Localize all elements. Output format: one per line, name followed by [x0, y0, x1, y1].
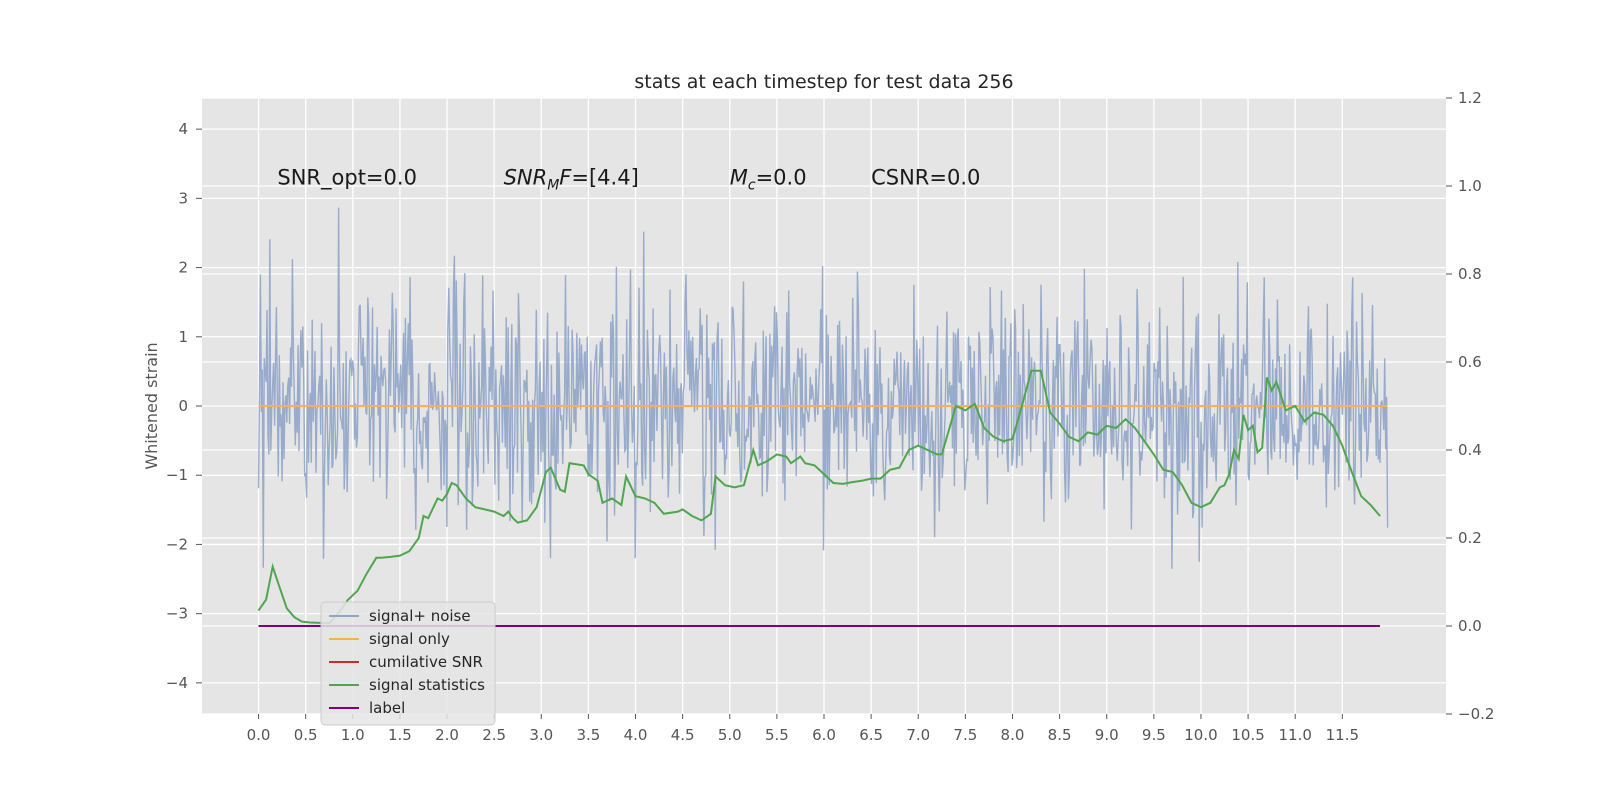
y-tick-label-left-7: −3: [166, 605, 188, 623]
y-tick-label-right-7: −0.2: [1458, 705, 1494, 723]
x-tick-label-19: 9.5: [1142, 726, 1166, 744]
y-tick-label-right-6: 0.0: [1458, 617, 1482, 635]
y-tick-label-left-3: 1: [178, 328, 188, 346]
annotation-csnr: CSNR=0.0: [871, 166, 980, 190]
x-tick-label-21: 10.5: [1231, 726, 1264, 744]
annotations: SNR_opt=0.0 SNRMF=[4.4] Mc=0.0 CSNR=0.0: [277, 166, 980, 194]
legend-box: [320, 601, 496, 726]
x-tick-label-5: 2.5: [482, 726, 506, 744]
x-tick-label-20: 10.0: [1184, 726, 1217, 744]
legend-label-3: signal statistics: [369, 676, 485, 694]
legend-label-1: signal only: [369, 630, 450, 648]
x-tick-label-12: 6.0: [812, 726, 836, 744]
x-tick-label-15: 7.5: [953, 726, 977, 744]
series-signal-plus-noise: [257, 207, 1389, 569]
x-tick-label-14: 7.0: [906, 726, 930, 744]
y-ticks-right: 1.2 1.0 0.8 0.6 0.4 0.2 0.0 −0.2: [1446, 89, 1494, 723]
y-ticks-left: 4 3 2 1 0 −1 −2 −3 −4: [166, 120, 202, 692]
x-tick-label-1: 0.5: [294, 726, 318, 744]
x-tick-label-7: 3.5: [576, 726, 600, 744]
y-tick-label-right-2: 0.8: [1458, 265, 1482, 283]
y-tick-label-left-4: 0: [178, 397, 188, 415]
x-tick-label-13: 6.5: [859, 726, 883, 744]
x-tick-label-23: 11.5: [1326, 726, 1359, 744]
annotation-snr-mf: SNRMF=[4.4]: [504, 166, 639, 194]
y-tick-label-right-5: 0.2: [1458, 529, 1482, 547]
y-tick-label-right-4: 0.4: [1458, 441, 1482, 459]
legend: signal+ noise signal only cumilative SNR si…: [320, 601, 496, 726]
x-tick-label-17: 8.5: [1048, 726, 1072, 744]
x-tick-label-11: 5.5: [765, 726, 789, 744]
x-tick-label-0: 0.0: [247, 726, 271, 744]
x-tick-label-16: 8.0: [1001, 726, 1025, 744]
y-tick-label-left-8: −4: [166, 674, 188, 692]
x-tick-label-6: 3.0: [529, 726, 553, 744]
y-axis-label: Whitened strain: [142, 342, 161, 469]
x-tick-label-3: 1.5: [388, 726, 412, 744]
y-tick-label-left-5: −1: [166, 466, 188, 484]
signal-plus-noise-line: [257, 207, 1389, 569]
y-tick-label-right-3: 0.6: [1458, 353, 1482, 371]
x-ticks: 0.0 0.5 1.0 1.5 2.0 2.5 3.0 3.5 4.0 4.5 5.0 5.5 6.0 6…: [247, 714, 1359, 744]
series-line-signal-statistics: [257, 369, 1381, 625]
y-tick-label-left-2: 2: [178, 259, 188, 277]
y-tick-label-left-1: 3: [178, 189, 188, 207]
legend-label-4: label: [369, 699, 405, 717]
chart-title: stats at each timestep for test data 256: [634, 71, 1013, 93]
x-tick-label-10: 5.0: [718, 726, 742, 744]
x-tick-label-9: 4.5: [671, 726, 695, 744]
x-tick-label-2: 1.0: [341, 726, 365, 744]
legend-label-2: cumilative SNR: [369, 653, 483, 671]
annotation-mc: Mc=0.0: [730, 166, 807, 194]
annotation-snr-opt: SNR_opt=0.0: [277, 166, 417, 191]
x-tick-label-8: 4.0: [624, 726, 648, 744]
y-tick-label-right-0: 1.2: [1458, 89, 1482, 107]
y-tick-label-left-0: 4: [178, 120, 188, 138]
legend-label-0: signal+ noise: [369, 607, 471, 625]
x-tick-label-22: 11.0: [1279, 726, 1312, 744]
y-tick-label-right-1: 1.0: [1458, 177, 1482, 195]
x-tick-label-4: 2.0: [435, 726, 459, 744]
y-tick-label-left-6: −2: [166, 535, 188, 553]
x-tick-label-18: 9.0: [1095, 726, 1119, 744]
